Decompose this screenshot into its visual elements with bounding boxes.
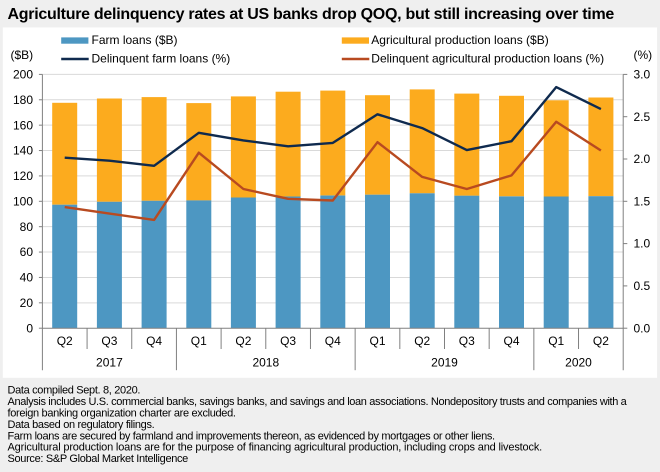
svg-text:2.5: 2.5 [634,110,651,124]
svg-text:Q2: Q2 [414,334,430,348]
svg-text:Q4: Q4 [503,334,519,348]
svg-text:2018: 2018 [252,356,279,370]
svg-text:Q1: Q1 [548,334,564,348]
svg-text:Q3: Q3 [459,334,475,348]
svg-text:2.0: 2.0 [634,152,651,166]
svg-text:2020: 2020 [565,356,592,370]
svg-text:Analysis includes U.S. commerc: Analysis includes U.S. commercial banks,… [8,396,628,408]
svg-text:foreign banking organization c: foreign banking organization charter are… [8,408,236,420]
svg-text:0.5: 0.5 [634,279,651,293]
svg-text:Agriculture delinquency rates: Agriculture delinquency rates at US bank… [8,6,615,23]
svg-text:Q2: Q2 [593,334,609,348]
svg-text:0.0: 0.0 [634,321,651,335]
svg-text:Q1: Q1 [369,334,385,348]
svg-text:($B): ($B) [11,48,34,62]
svg-text:Q3: Q3 [280,334,296,348]
svg-text:200: 200 [13,68,33,82]
svg-text:1.0: 1.0 [634,237,651,251]
svg-text:(%): (%) [634,48,653,62]
svg-text:20: 20 [20,296,34,310]
svg-text:180: 180 [13,93,33,107]
svg-text:2019: 2019 [431,356,458,370]
svg-text:Agricultural production loans: Agricultural production loans are for th… [8,442,543,454]
svg-text:2017: 2017 [96,356,123,370]
svg-text:Farm loans ($B): Farm loans ($B) [92,33,178,47]
svg-text:0: 0 [26,321,33,335]
svg-text:1.5: 1.5 [634,194,651,208]
svg-text:140: 140 [13,144,33,158]
svg-text:Farm loans are secured by farm: Farm loans are secured by farmland and i… [8,430,496,442]
svg-text:Delinquent agricultural produc: Delinquent agricultural production loans… [371,52,604,66]
svg-text:Q3: Q3 [101,334,117,348]
svg-text:Q4: Q4 [325,334,341,348]
svg-text:100: 100 [13,194,33,208]
svg-text:Q4: Q4 [146,334,162,348]
svg-text:160: 160 [13,118,33,132]
svg-text:40: 40 [20,271,34,285]
svg-text:Q2: Q2 [235,334,251,348]
svg-text:Q2: Q2 [57,334,73,348]
svg-text:80: 80 [20,220,34,234]
svg-text:Data based on regulatory filin: Data based on regulatory filings. [8,419,155,431]
svg-text:120: 120 [13,169,33,183]
svg-text:Delinquent farm loans (%): Delinquent farm loans (%) [92,52,231,66]
svg-text:Agricultural production loans: Agricultural production loans ($B) [371,33,548,47]
svg-text:3.0: 3.0 [634,68,651,82]
svg-text:Source: S&P Global Market Inte: Source: S&P Global Market Intelligence [8,453,189,465]
svg-text:Q1: Q1 [191,334,207,348]
svg-text:60: 60 [20,245,34,259]
svg-text:Data compiled Sept. 8, 2020.: Data compiled Sept. 8, 2020. [8,385,141,397]
